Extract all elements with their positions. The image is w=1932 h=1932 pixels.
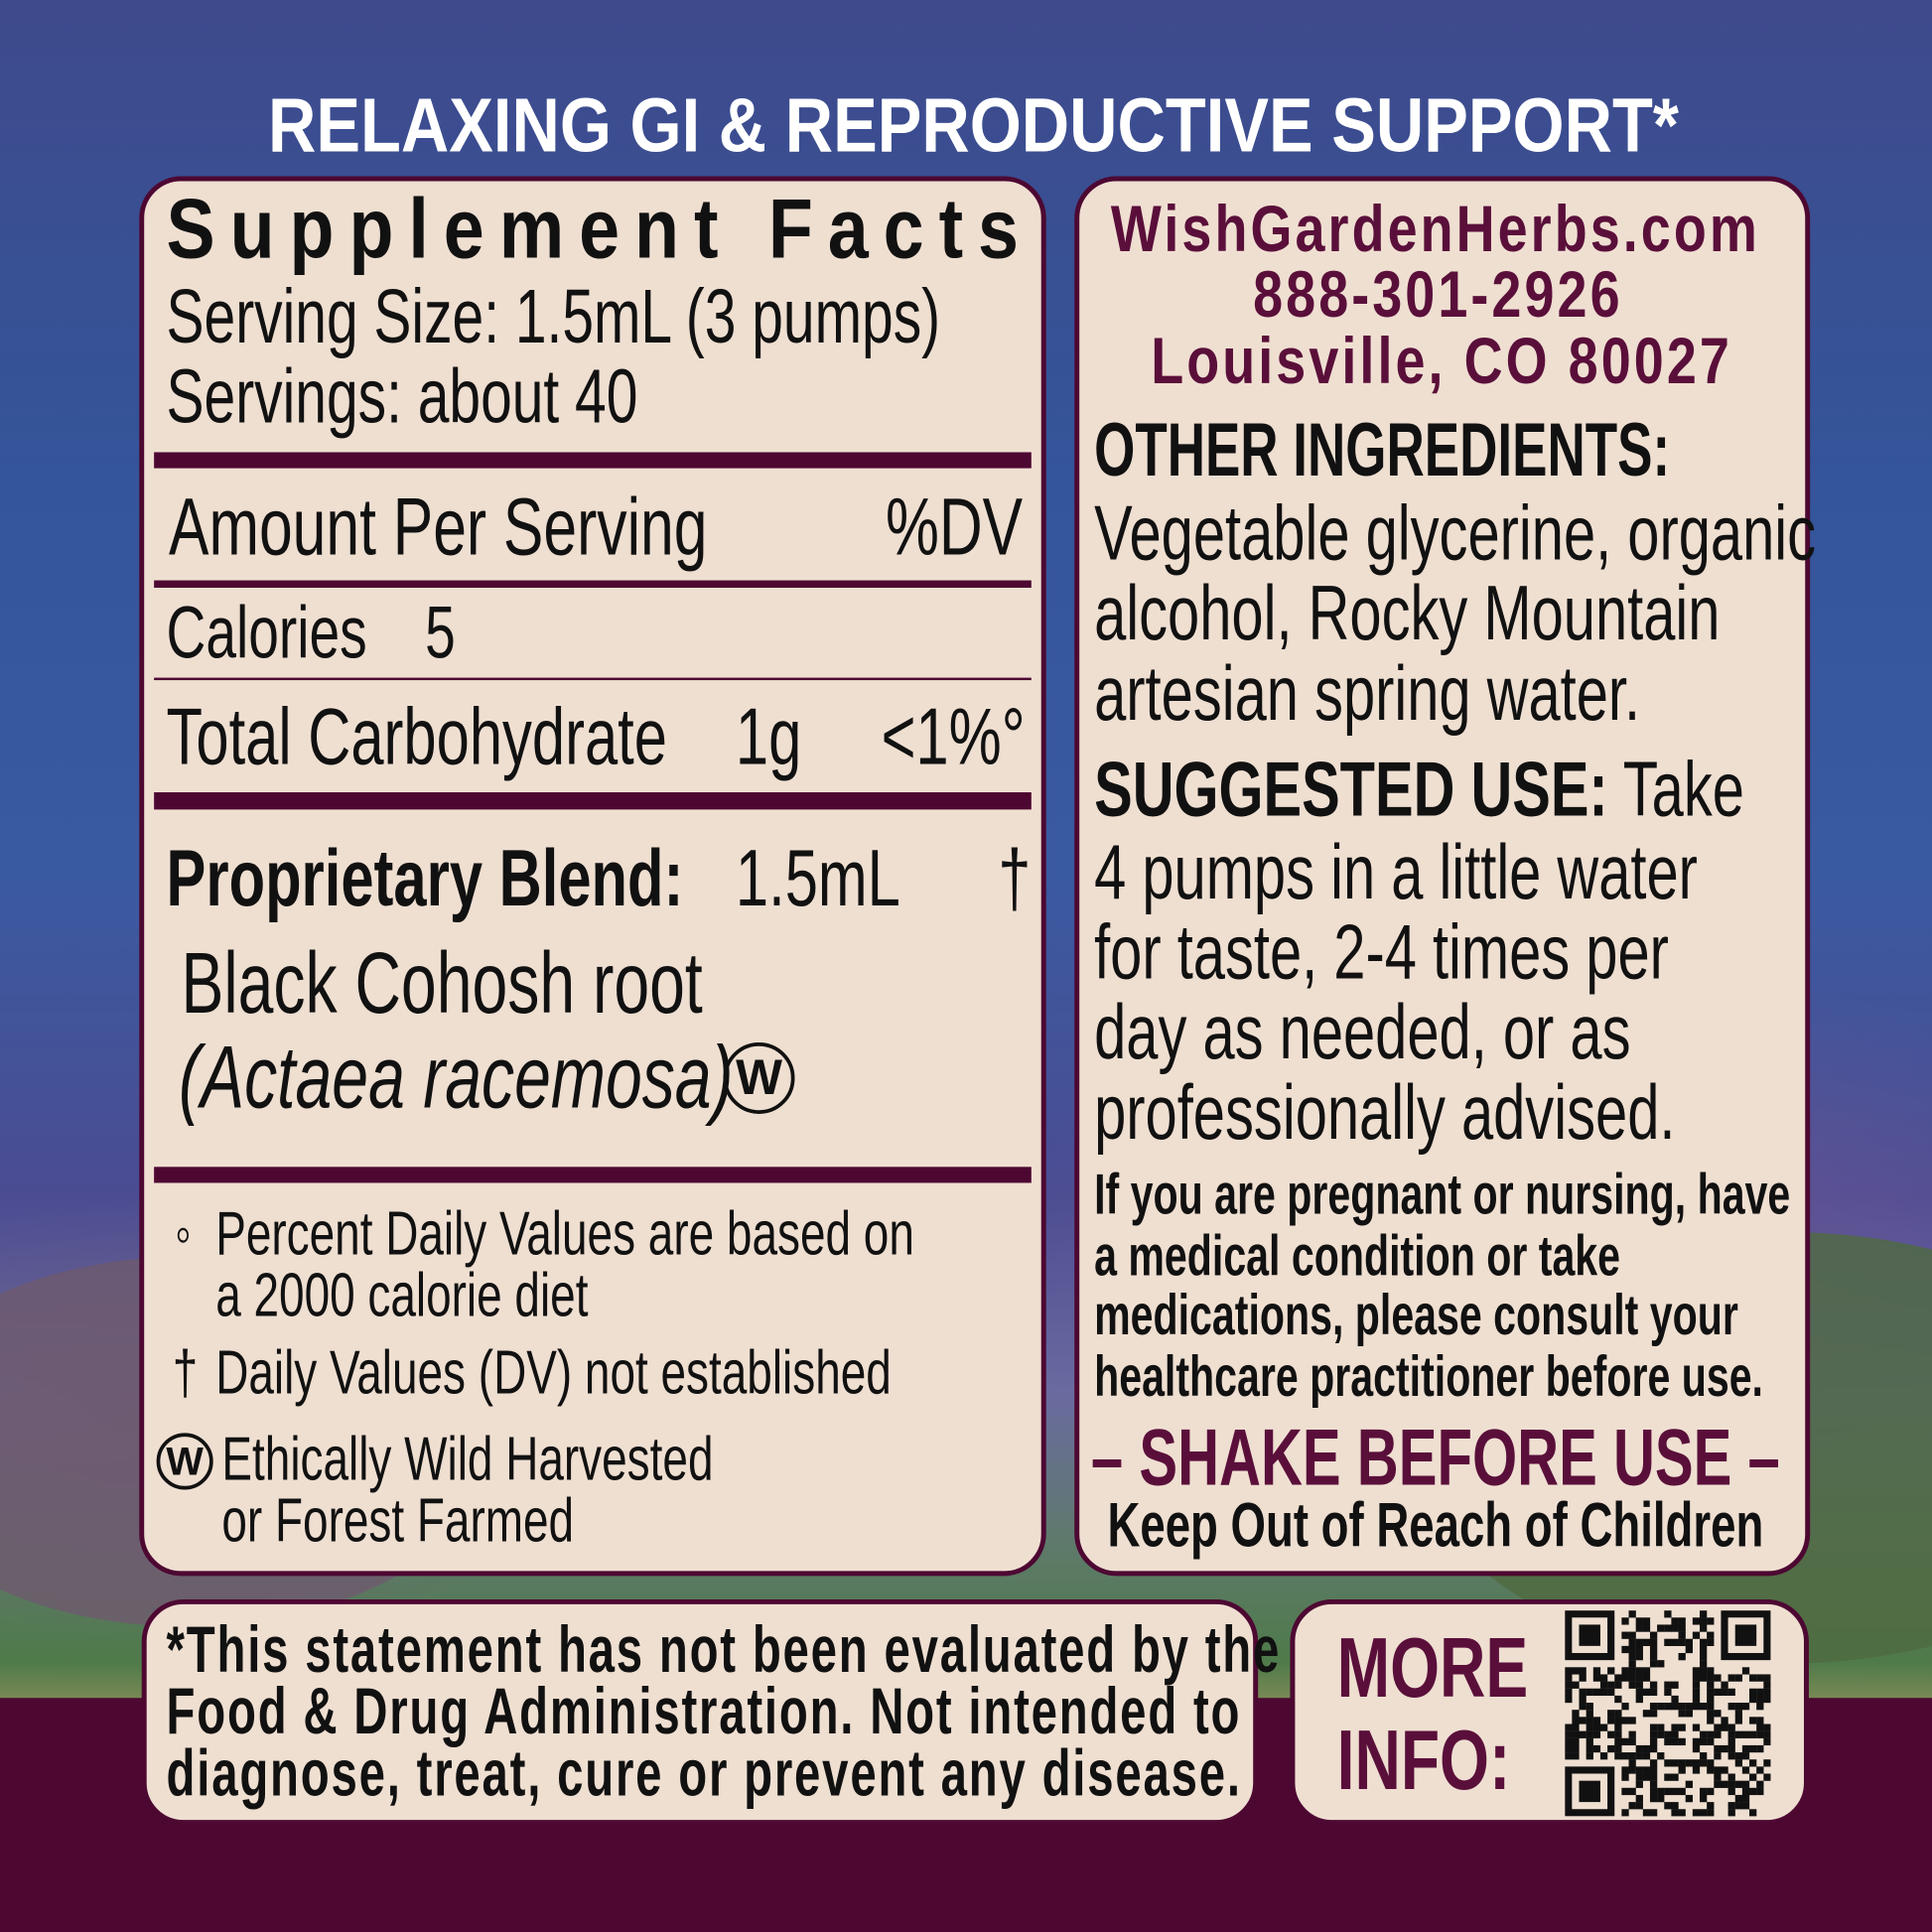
warning-line: If you are pregnant or nursing, have [1094,1162,1791,1226]
carbohydrate-amount: 1g [735,691,802,781]
website-link[interactable]: WishGardenHerbs.com [1110,193,1760,267]
qr-code-icon[interactable] [1565,1610,1771,1817]
supplement-facts-title: Supplement Facts [166,181,1034,277]
warning-line: healthcare practitioner before use. [1094,1344,1763,1409]
info-panel [1074,176,1811,1577]
disclaimer-panel [141,1598,1259,1826]
headline: RELAXING GI & REPRODUCTIVE SUPPORT* [268,83,1679,170]
suggested-use-line: 4 pumps in a little water [1094,829,1698,916]
other-ingredients-heading: OTHER INGREDIENTS: [1094,407,1671,492]
divider-thin [154,677,1032,681]
divider-medium [154,580,1032,589]
dv-footnote-cont: a 2000 calorie diet [215,1260,589,1330]
disclaimer-line: Food & Drug Administration. Not intended… [166,1675,1242,1749]
ingredient-common-name: Black Cohosh root [181,934,703,1032]
proprietary-blend-dv: † [998,832,1032,923]
warning-line: a medical condition or take [1094,1223,1621,1288]
other-ingredients-line: alcohol, Rocky Mountain [1094,570,1721,657]
suggested-use-text: Take [1607,747,1744,833]
warning-line: medications, please consult your [1094,1282,1738,1347]
suggested-use-line: professionally advised. [1094,1069,1676,1157]
wild-harvested-footnote: Ethically Wild Harvested [221,1424,714,1494]
supplement-facts-panel [139,176,1046,1577]
divider-thick [154,1167,1032,1183]
calories-label: Calories [166,591,367,674]
carbohydrate-label: Total Carbohydrate [166,691,667,781]
suggested-use-heading: SUGGESTED USE: [1094,747,1608,833]
address: Louisville, CO 80027 [1151,325,1732,398]
keep-out-of-reach: Keep Out of Reach of Children [1107,1489,1764,1561]
carbohydrate-dv: <1%° [881,691,1026,781]
dv-header: %DV [886,481,1024,572]
more-info-label: INFO: [1336,1713,1511,1808]
shake-before-use: – SHAKE BEFORE USE – [1090,1412,1780,1502]
dv-footnote: Percent Daily Values are based on [215,1198,914,1269]
wild-harvested-footnote-cont: or Forest Farmed [221,1485,575,1556]
suggested-use-line: day as needed, or as [1094,989,1631,1076]
divider-thick [154,452,1032,469]
proprietary-blend-amount: 1.5mL [735,832,900,923]
calories-amount: 5 [425,591,456,674]
amount-per-serving-header: Amount Per Serving [169,481,708,572]
more-info-label: MORE [1336,1620,1529,1716]
serving-size: Serving Size: 1.5mL (3 pumps) [166,274,941,360]
disclaimer-line: diagnose, treat, cure or prevent any dis… [166,1736,1242,1811]
phone-number: 888-301-2926 [1253,258,1623,332]
other-ingredients-line: Vegetable glycerine, organic [1094,489,1817,577]
divider-thick [154,792,1032,810]
proprietary-blend-label: Proprietary Blend: [166,832,684,923]
dagger-footnote: Daily Values (DV) not established [215,1337,892,1408]
wild-harvested-icon: W [156,1433,213,1490]
wild-harvested-icon: W [723,1041,795,1114]
ingredient-latin-name: (Actaea racemosa) [178,1029,734,1128]
disclaimer-line: *This statement has not been evaluated b… [166,1613,1282,1688]
dagger-symbol: † [172,1337,199,1408]
other-ingredients-line: artesian spring water. [1094,650,1641,738]
servings-per-container: Servings: about 40 [166,354,638,441]
suggested-use-first-line: SUGGESTED USE: Take [1094,751,1744,829]
suggested-use-line: for taste, 2-4 times per [1094,908,1669,996]
dv-footnote-symbol: ◦ [175,1198,192,1269]
